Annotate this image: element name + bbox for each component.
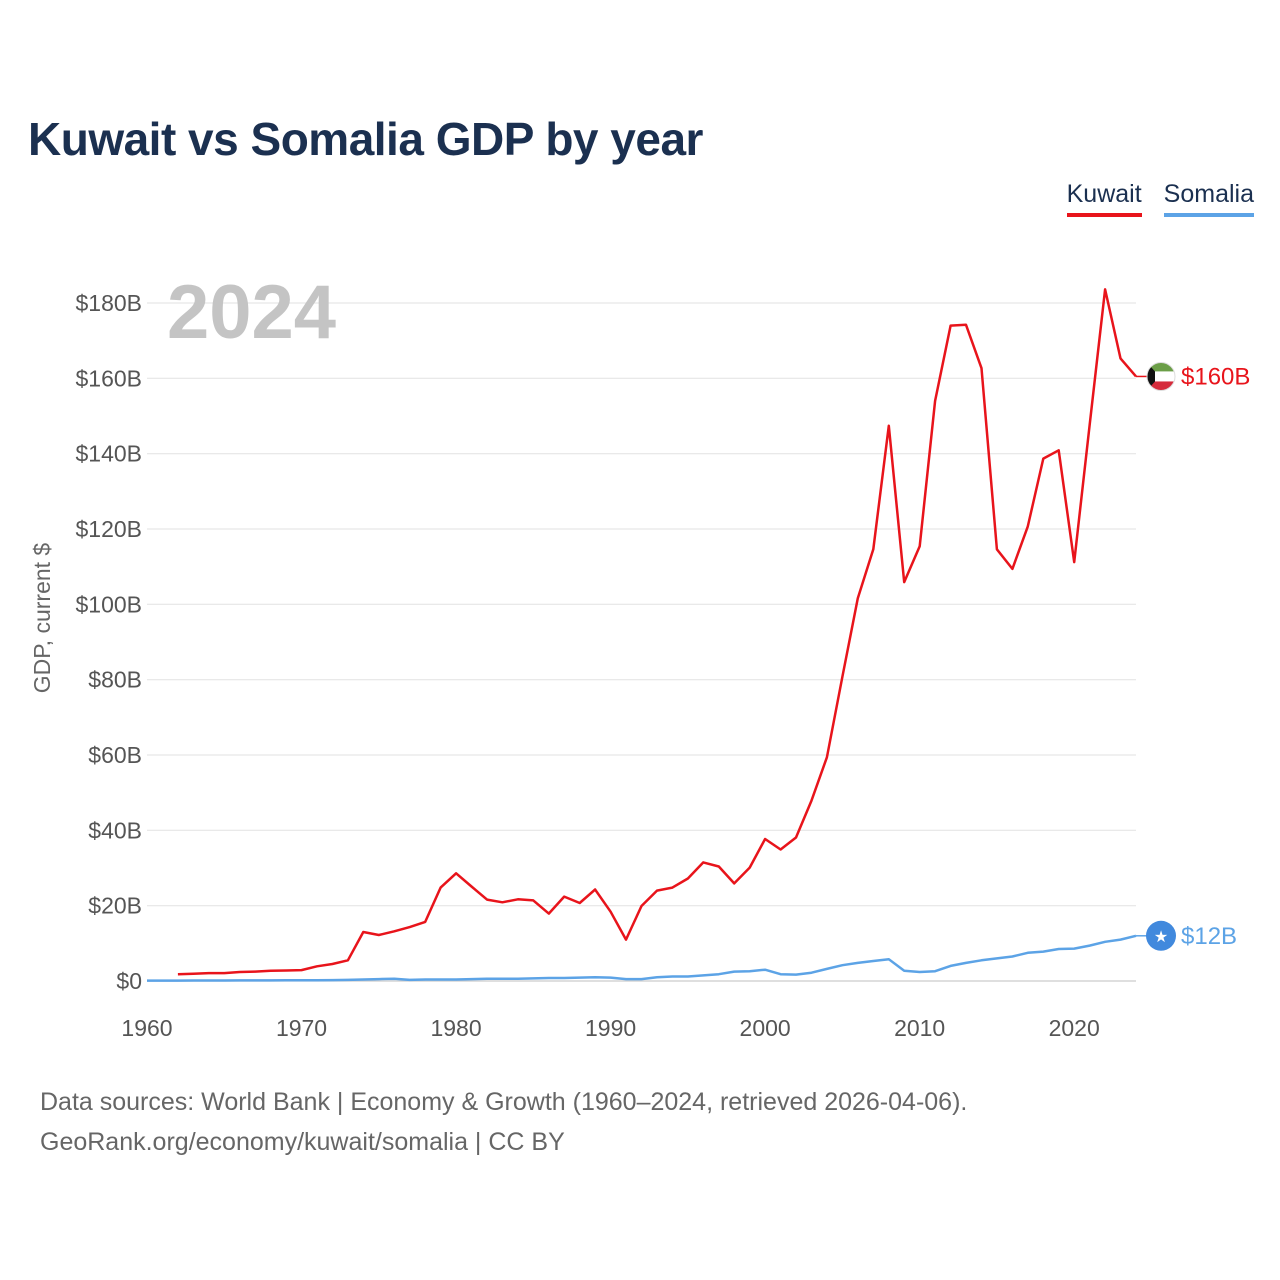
y-axis-ticks: $0 $20B $40B $60B $80B $100B $120B $140B $160B $1… [75,290,142,994]
x-tick-label: 2000 [740,1015,791,1041]
grid-lines [147,302,1136,982]
y-tick-label: $160B [75,365,142,391]
y-tick-label: $60B [88,742,142,768]
source-link[interactable]: GeoRank.org/economy/kuwait/somalia | CC … [40,1128,565,1156]
chart-title: Kuwait vs Somalia GDP by year [28,113,703,165]
x-tick-label: 2020 [1049,1015,1100,1041]
kuwait-flag-stripes [1147,362,1175,391]
x-axis-ticks: 1960 1970 1980 1990 2000 2010 2020 [121,1015,1099,1041]
y-tick-label: $120B [75,516,142,542]
somalia-flag-icon: ★ [1146,920,1176,951]
y-tick-label: $100B [75,591,142,617]
end-value-label-somalia: $12B [1181,923,1237,950]
flag-white-stripe [1147,371,1175,382]
y-tick-label: $140B [75,441,142,467]
data-sources-text: Data sources: World Bank | Economy & Gro… [40,1088,968,1116]
x-tick-label: 2010 [894,1015,945,1041]
footer: Data sources: World Bank | Economy & Gro… [40,1082,967,1162]
legend-item-kuwait[interactable]: Kuwait [1066,180,1142,217]
y-tick-label: $80B [88,667,142,693]
series-lines [147,288,1137,982]
end-value-label-kuwait: $160B [1181,363,1250,390]
legend: Kuwait Somalia [1066,180,1254,217]
x-tick-label: 1980 [430,1015,481,1041]
series-line-kuwait [177,288,1137,976]
flag-red-stripe [1147,381,1175,391]
x-tick-label: 1990 [585,1015,636,1041]
y-tick-label: $40B [88,817,142,843]
y-tick-label: $20B [88,893,142,919]
y-tick-label: $180B [75,290,142,316]
flag-outline [1146,361,1176,391]
year-watermark: 2024 [167,270,336,355]
y-tick-label: $0 [116,968,142,994]
x-tick-label: 1960 [121,1015,172,1041]
legend-item-somalia[interactable]: Somalia [1163,180,1254,217]
x-tick-label: 1970 [276,1015,327,1041]
flag-star: ★ [1154,929,1168,946]
end-labels: $160B ★ $12B [1136,361,1250,951]
y-axis-label: GDP, current $ [29,543,55,694]
flag-green-stripe [1147,362,1175,372]
kuwait-flag-icon [1146,361,1176,391]
flag-blue-field [1146,920,1176,951]
series-line-somalia [147,934,1137,982]
